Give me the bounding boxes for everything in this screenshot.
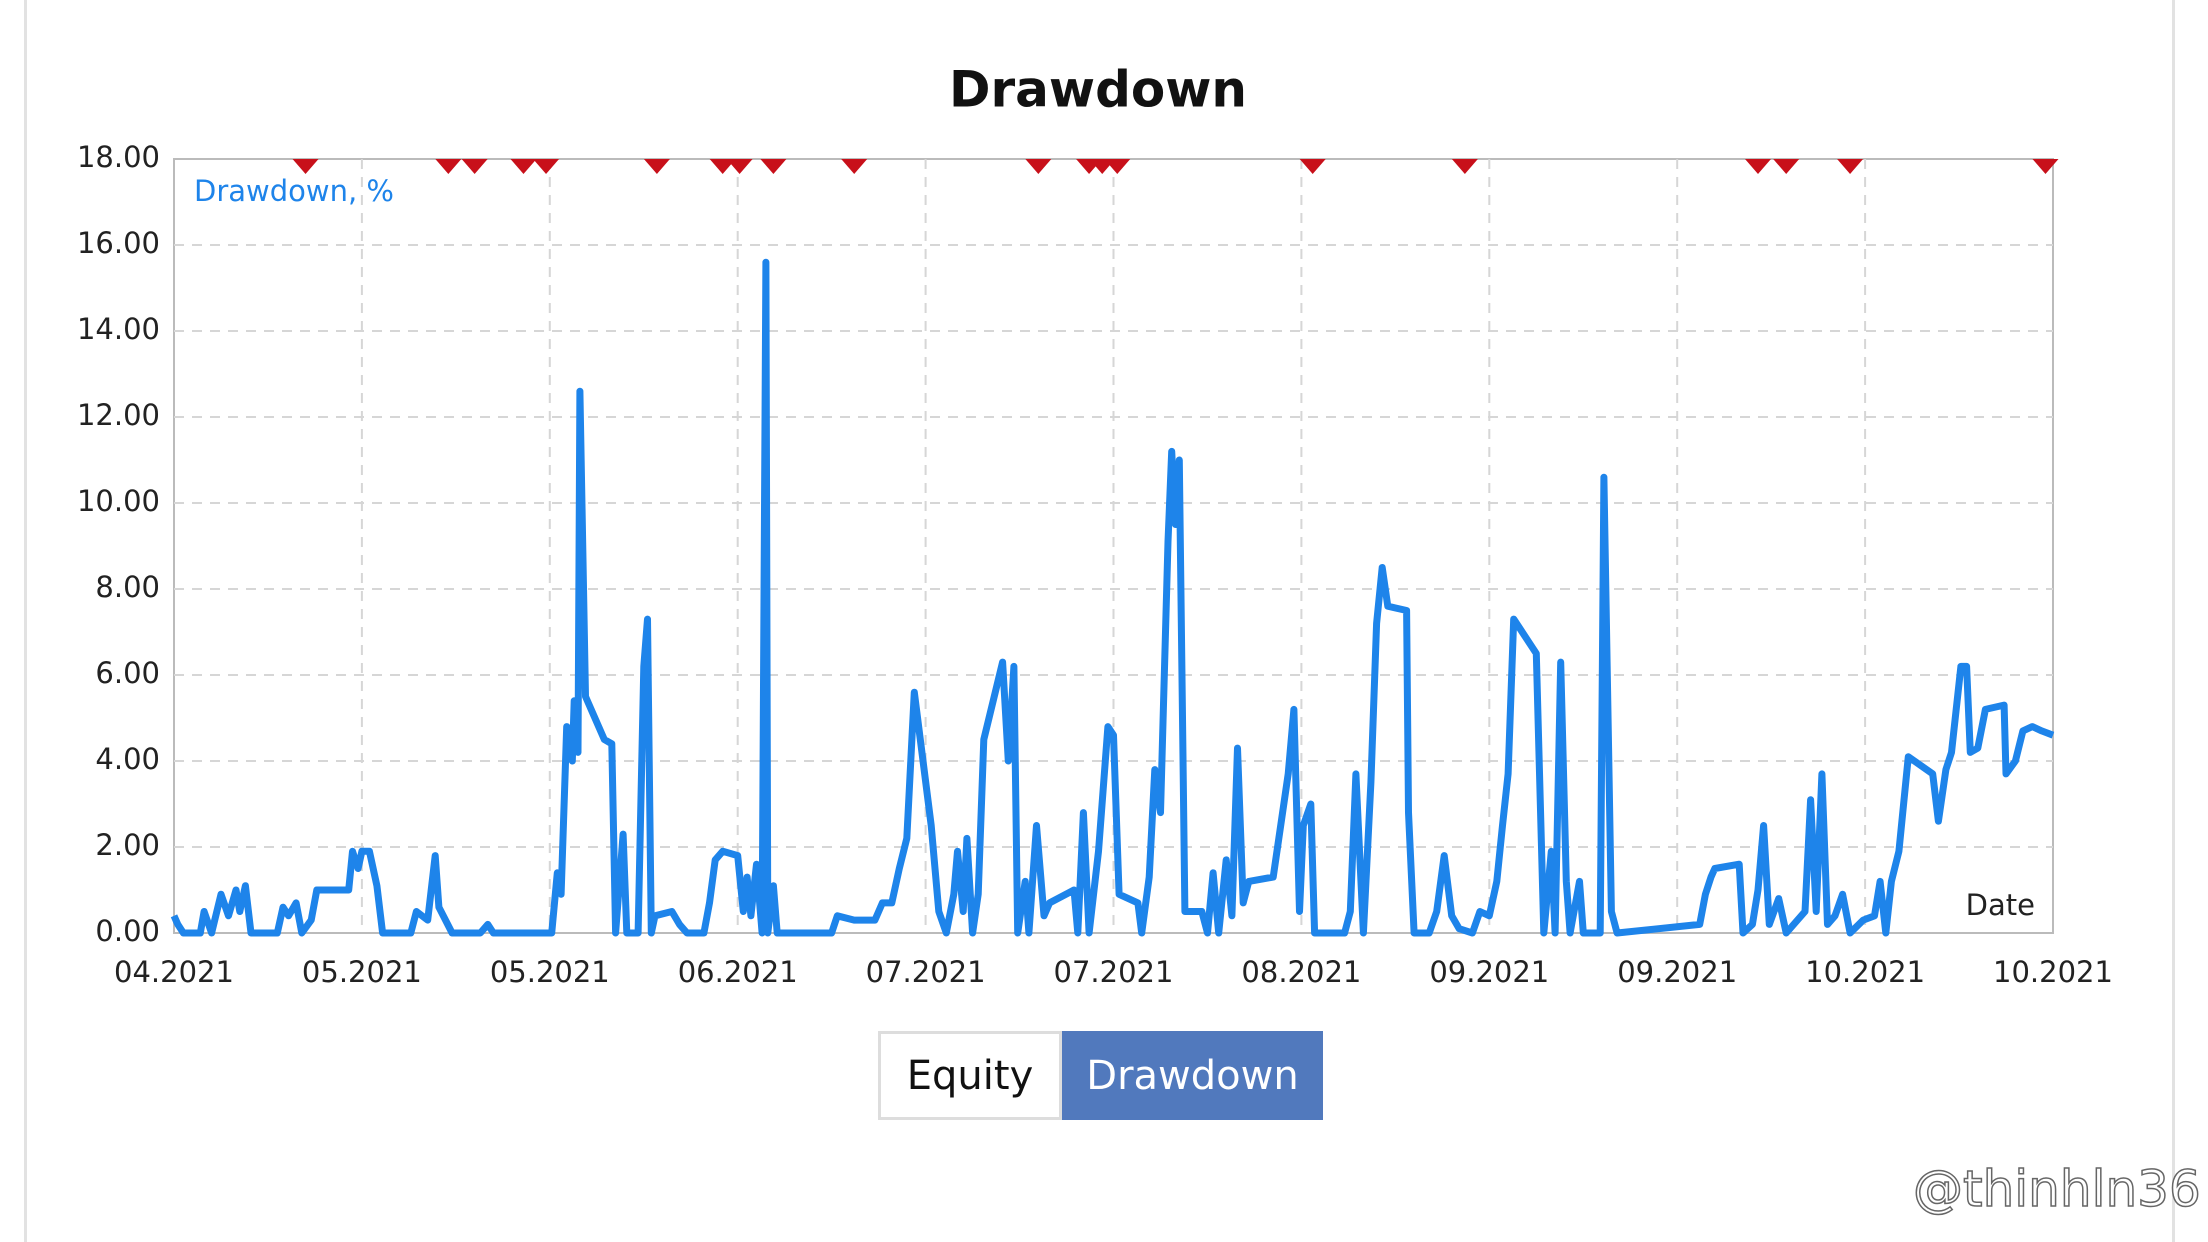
deal-marker <box>533 159 560 174</box>
x-tick-label: 04.2021 <box>114 955 234 989</box>
drawdown-button[interactable]: Drawdown <box>1062 1031 1323 1120</box>
x-tick-label: 08.2021 <box>1241 955 1361 989</box>
x-tick-label: 05.2021 <box>490 955 610 989</box>
deal-marker <box>2032 159 2059 174</box>
x-tick-label: 06.2021 <box>678 955 798 989</box>
legend-label: Drawdown, % <box>194 174 394 208</box>
deal-marker <box>1299 159 1326 174</box>
frame-border <box>24 0 27 1242</box>
deal-marker <box>292 159 319 174</box>
y-tick-label: 6.00 <box>95 656 160 690</box>
frame-border <box>2172 0 2175 1242</box>
y-tick-label: 8.00 <box>95 570 160 604</box>
x-tick-label: 07.2021 <box>1054 955 1174 989</box>
x-tick-label: 05.2021 <box>302 955 422 989</box>
y-tick-label: 10.00 <box>77 484 160 518</box>
deal-marker <box>1837 159 1864 174</box>
deal-marker <box>1451 159 1478 174</box>
deal-marker <box>510 159 537 174</box>
x-tick-label: 10.2021 <box>1993 955 2113 989</box>
x-tick-label: 10.2021 <box>1805 955 1925 989</box>
y-tick-label: 0.00 <box>95 914 160 948</box>
deal-marker <box>643 159 670 174</box>
y-tick-label: 4.00 <box>95 742 160 776</box>
chart-title: Drawdown <box>949 61 1247 119</box>
y-tick-label: 12.00 <box>77 398 160 432</box>
deal-marker <box>435 159 462 174</box>
x-tick-label: 09.2021 <box>1617 955 1737 989</box>
y-tick-label: 2.00 <box>95 828 160 862</box>
equity-button[interactable]: Equity <box>878 1031 1062 1120</box>
x-tick-label: 07.2021 <box>866 955 986 989</box>
x-axis-label: Date <box>1966 888 2035 922</box>
deal-marker <box>709 159 736 174</box>
y-tick-label: 14.00 <box>77 312 160 346</box>
deal-marker <box>1744 159 1771 174</box>
drawdown-line <box>170 258 2055 937</box>
deal-marker <box>760 159 787 174</box>
deal-marker <box>726 159 753 174</box>
deal-marker <box>1104 159 1131 174</box>
deal-marker <box>461 159 488 174</box>
deal-marker <box>1025 159 1052 174</box>
deal-marker <box>1773 159 1800 174</box>
y-tick-label: 18.00 <box>77 140 160 174</box>
watermark: @thinhln36 <box>1912 1159 2201 1219</box>
deal-marker <box>841 159 868 174</box>
y-tick-label: 16.00 <box>77 226 160 260</box>
x-tick-label: 09.2021 <box>1429 955 1549 989</box>
